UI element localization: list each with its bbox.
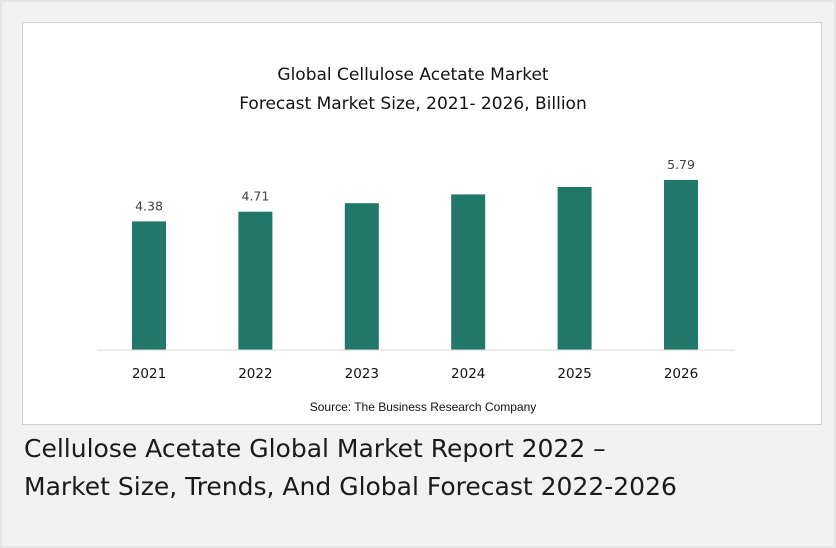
bar-2021 bbox=[132, 221, 166, 350]
x-tick-label: 2026 bbox=[664, 366, 698, 382]
bar-2022 bbox=[238, 211, 273, 350]
source-note: Source: The Business Research Company bbox=[310, 400, 537, 414]
chart-title-line-1: Global Cellulose Acetate Market bbox=[277, 65, 549, 85]
bar-2023 bbox=[344, 203, 379, 350]
x-tick-label: 2023 bbox=[345, 366, 379, 382]
data-labels: 4.38 4.71 5.79 bbox=[135, 157, 695, 213]
caption-line-2: Market Size, Trends, And Global Forecast… bbox=[24, 472, 677, 501]
bar-2026 bbox=[664, 180, 698, 350]
data-label-2022: 4.71 bbox=[241, 189, 269, 204]
bars-group bbox=[132, 180, 698, 350]
x-tick-label: 2022 bbox=[238, 366, 272, 382]
report-caption: Cellulose Acetate Global Market Report 2… bbox=[24, 430, 824, 506]
caption-line-1: Cellulose Acetate Global Market Report 2… bbox=[24, 434, 606, 463]
data-label-2021: 4.38 bbox=[135, 198, 163, 213]
bar-2024 bbox=[451, 194, 486, 350]
x-tick-labels: 2021 2022 2023 2024 2025 2026 bbox=[132, 366, 698, 382]
chart-panel: Global Cellulose Acetate Market Forecast… bbox=[22, 22, 822, 425]
bar-chart: Global Cellulose Acetate Market Forecast… bbox=[97, 65, 735, 414]
bar-2025 bbox=[557, 187, 592, 350]
x-tick-label: 2025 bbox=[557, 366, 591, 382]
x-tick-label: 2021 bbox=[132, 366, 166, 382]
x-tick-label: 2024 bbox=[451, 366, 485, 382]
data-label-2026: 5.79 bbox=[667, 157, 695, 172]
chart-title-line-2: Forecast Market Size, 2021- 2026, Billio… bbox=[239, 94, 587, 114]
